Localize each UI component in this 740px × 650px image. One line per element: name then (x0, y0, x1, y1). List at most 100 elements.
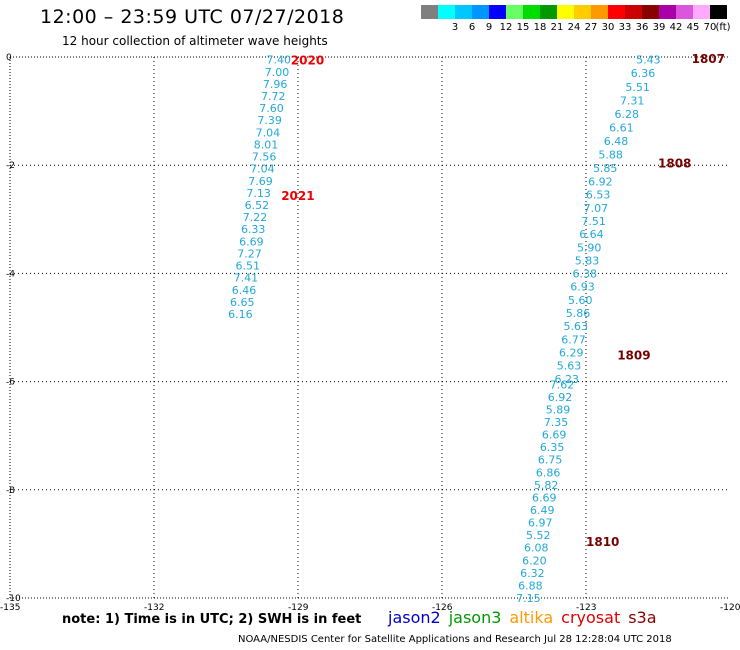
wave-height-value: 5.51 (625, 81, 650, 94)
scale-label: 30 (601, 22, 615, 33)
wave-height-value: 6.16 (228, 308, 253, 321)
satellite-legend: jason2 jason3 altika cryosat s3a (388, 608, 665, 627)
scale-swatch (489, 5, 506, 19)
wave-height-value: 6.92 (548, 391, 573, 404)
pass-label: 1810 (586, 535, 619, 549)
wave-height-value: 5.63 (564, 320, 589, 333)
scale-label: 9 (485, 22, 493, 33)
scale-swatch (625, 5, 642, 19)
wave-height-value: 7.72 (261, 90, 286, 103)
scale-label: 70 (703, 22, 717, 33)
wave-height-value: 7.27 (237, 247, 262, 260)
lon-tick-label: -129 (288, 603, 309, 613)
scale-label: 18 (533, 22, 547, 33)
scale-label: 12 (499, 22, 513, 33)
wave-height-value: 6.53 (586, 189, 611, 202)
wave-height-value: 6.88 (518, 579, 543, 592)
wave-height-value: 6.69 (239, 235, 264, 248)
wave-height-value: 7.51 (581, 215, 606, 228)
pass-label: 2021 (281, 189, 314, 203)
wave-height-value: 6.08 (524, 542, 549, 555)
lat-tick-label: -6 (6, 378, 15, 388)
page-subtitle: 12 hour collection of altimeter wave hei… (62, 34, 328, 48)
wave-height-value: 5.63 (557, 360, 582, 373)
lon-tick-label: -132 (144, 603, 164, 613)
scale-label: 45 (686, 22, 700, 33)
pass-label: 1809 (617, 349, 650, 363)
wave-height-value: 6.75 (538, 454, 563, 467)
wave-height-value: 6.93 (570, 281, 595, 294)
scale-swatch (557, 5, 574, 19)
scale-label: 27 (584, 22, 598, 33)
wave-height-value: 7.07 (584, 202, 609, 215)
satellite-legend-item: s3a (628, 608, 657, 627)
wave-height-value: 7.04 (256, 126, 281, 139)
pass-label: 1807 (692, 52, 725, 66)
wave-height-value: 7.13 (246, 187, 271, 200)
lon-tick-label: -123 (576, 603, 596, 613)
wave-height-value: 7.96 (263, 78, 288, 91)
scale-swatch (506, 5, 523, 19)
page-title: 12:00 – 23:59 UTC 07/27/2018 (40, 6, 345, 28)
scale-label: 21 (550, 22, 564, 33)
wave-height-value: 7.56 (252, 151, 277, 164)
scale-label: 3 (451, 22, 459, 33)
wave-height-value: 6.51 (235, 260, 260, 273)
scale-label: 36 (635, 22, 649, 33)
wave-height-value: 6.65 (230, 296, 255, 309)
note-text: note: 1) Time is in UTC; 2) SWH is in fe… (62, 612, 362, 627)
footer-credit: NOAA/NESDIS Center for Satellite Applica… (238, 634, 672, 645)
wave-height-value: 7.22 (243, 211, 268, 224)
satellite-legend-item: jason3 (448, 608, 502, 627)
lon-tick-label: -126 (432, 603, 453, 613)
wave-height-value: 8.01 (254, 138, 279, 151)
scale-swatch (472, 5, 489, 19)
lat-tick-label: -8 (6, 486, 15, 496)
wave-height-value: 5.89 (546, 403, 571, 416)
wave-height-value: 7.40 (267, 54, 292, 67)
scale-swatch (421, 5, 438, 19)
wave-height-value: 5.86 (566, 307, 591, 320)
wave-height-value: 6.77 (561, 333, 586, 346)
wave-height-value: 6.23 (555, 373, 580, 386)
scale-label: 39 (652, 22, 666, 33)
wave-height-value: 5.88 (598, 148, 623, 161)
lon-tick-label: -120 (720, 603, 740, 613)
wave-height-value: 6.35 (540, 441, 565, 454)
satellite-legend-item: altika (509, 608, 554, 627)
lon-tick-label: -135 (0, 603, 20, 613)
wave-height-value: 7.35 (544, 416, 569, 429)
wave-height-value: 7.62 (550, 378, 575, 391)
wave-height-value: 7.69 (248, 175, 273, 188)
scale-swatch (591, 5, 608, 19)
wave-height-value: 7.60 (259, 102, 284, 115)
scale-unit: (ft) (715, 22, 731, 33)
wave-height-value: 6.32 (520, 567, 545, 580)
lat-tick-label: -2 (6, 161, 15, 171)
scale-label: 24 (567, 22, 581, 33)
scale-label: 6 (468, 22, 476, 33)
wave-height-value: 6.48 (604, 135, 629, 148)
scale-swatch (659, 5, 676, 19)
scale-swatch (455, 5, 472, 19)
wave-height-value: 6.86 (536, 466, 561, 479)
wave-height-value: 6.69 (532, 491, 557, 504)
wave-height-value: 7.00 (265, 66, 290, 79)
wave-height-value: 6.92 (588, 175, 613, 188)
scale-label: 33 (618, 22, 632, 33)
scale-swatch (710, 5, 727, 19)
wave-height-value: 5.82 (534, 479, 559, 492)
satellite-legend-item: cryosat (561, 608, 621, 627)
wave-height-value: 5.52 (526, 529, 551, 542)
wave-height-value: 6.97 (528, 517, 553, 530)
wave-height-value: 6.49 (530, 504, 555, 517)
scale-swatch (642, 5, 659, 19)
wave-height-value: 7.39 (257, 114, 282, 127)
wave-height-value: 6.69 (542, 429, 567, 442)
scale-label: 42 (669, 22, 683, 33)
satellite-legend-item: jason2 (388, 608, 441, 627)
wave-height-value: 7.04 (250, 163, 275, 176)
pass-label: 2020 (291, 54, 324, 68)
wave-height-value: 6.38 (572, 268, 597, 281)
